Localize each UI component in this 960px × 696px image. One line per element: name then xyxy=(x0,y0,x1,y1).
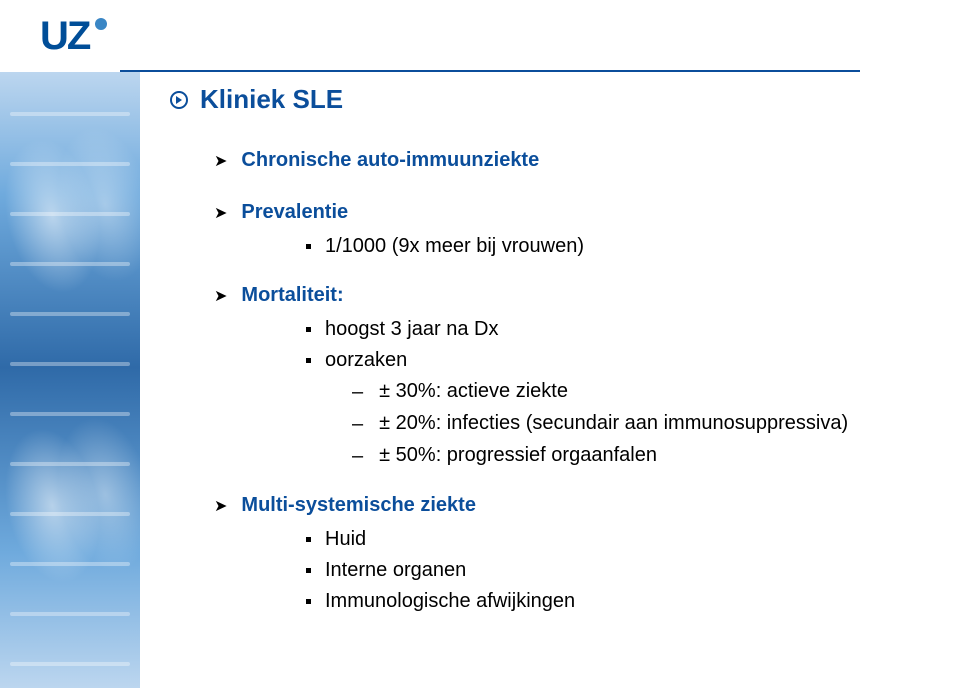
title-row: Kliniek SLE xyxy=(170,84,890,115)
list-item-text: Interne organen xyxy=(325,559,466,582)
logo-dot-icon xyxy=(95,18,107,30)
dash-bullet-icon: – xyxy=(352,412,363,436)
slide: UZ Kliniek SLE ➤ Chronische auto-immuunz… xyxy=(0,0,960,696)
sub-list-text: ± 30%: actieve ziekte xyxy=(379,380,568,403)
square-bullet-icon xyxy=(306,537,311,542)
list-item: 1/1000 (9x meer bij vrouwen) xyxy=(306,235,890,258)
logo-text: UZ xyxy=(40,14,89,59)
list-item: hoogst 3 jaar na Dx xyxy=(306,318,890,341)
list-item-text: oorzaken xyxy=(325,349,407,372)
chevron-right-icon: ➤ xyxy=(214,284,227,310)
list-item: oorzaken xyxy=(306,349,890,372)
slide-title: Kliniek SLE xyxy=(200,84,343,115)
header-divider xyxy=(120,70,860,72)
content-area: Kliniek SLE ➤ Chronische auto-immuunziek… xyxy=(170,84,890,639)
chevron-right-icon: ➤ xyxy=(214,149,227,175)
list-item-text: 1/1000 (9x meer bij vrouwen) xyxy=(325,235,584,258)
square-bullet-icon xyxy=(306,244,311,249)
arrow-right-circle-icon xyxy=(170,91,188,109)
list-item: Huid xyxy=(306,528,890,551)
sub-list-item: – ± 50%: progressief orgaanfalen xyxy=(352,444,890,468)
square-bullet-icon xyxy=(306,568,311,573)
list-item: Interne organen xyxy=(306,559,890,582)
sub-list-text: ± 20%: infecties (secundair aan immunosu… xyxy=(379,412,848,435)
square-bullet-icon xyxy=(306,599,311,604)
section-label: Multi-systemische ziekte xyxy=(241,494,476,517)
section-prevalence: ➤ Prevalentie 1/1000 (9x meer bij vrouwe… xyxy=(214,201,890,258)
list-item-text: Immunologische afwijkingen xyxy=(325,590,575,613)
square-bullet-icon xyxy=(306,358,311,363)
dna-sidebar-image xyxy=(0,72,140,688)
square-bullet-icon xyxy=(306,327,311,332)
section-chronic: ➤ Chronische auto-immuunziekte xyxy=(214,149,890,175)
list-item-text: Huid xyxy=(325,528,366,551)
logo: UZ xyxy=(40,14,107,59)
sub-list-text: ± 50%: progressief orgaanfalen xyxy=(379,444,657,467)
dash-bullet-icon: – xyxy=(352,380,363,404)
chevron-right-icon: ➤ xyxy=(214,494,227,520)
dash-bullet-icon: – xyxy=(352,444,363,468)
list-item: Immunologische afwijkingen xyxy=(306,590,890,613)
section-mortality: ➤ Mortaliteit: hoogst 3 jaar na Dx oorza… xyxy=(214,284,890,468)
chevron-right-icon: ➤ xyxy=(214,201,227,227)
list-item-text: hoogst 3 jaar na Dx xyxy=(325,318,498,341)
section-label: Mortaliteit: xyxy=(241,284,343,307)
section-multisystemic: ➤ Multi-systemische ziekte Huid Interne … xyxy=(214,494,890,613)
sub-list-item: – ± 20%: infecties (secundair aan immuno… xyxy=(352,412,890,436)
section-label: Chronische auto-immuunziekte xyxy=(241,149,539,172)
sub-list-item: – ± 30%: actieve ziekte xyxy=(352,380,890,404)
section-label: Prevalentie xyxy=(241,201,348,224)
